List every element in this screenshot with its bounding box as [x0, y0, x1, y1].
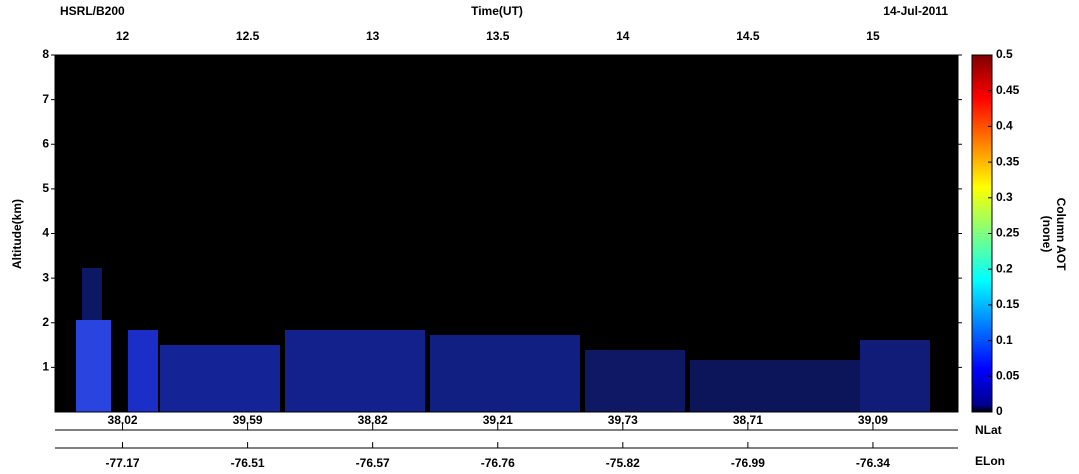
elon-value: -76.99: [731, 456, 765, 470]
x-tick-label: 15: [866, 29, 880, 43]
aerosol-layer: [82, 268, 102, 320]
nlat-value: 39.21: [483, 413, 513, 427]
x-tick-label: 13.5: [486, 29, 510, 43]
aerosol-layer: [128, 330, 158, 412]
colorbar-unit: (none): [1040, 216, 1054, 253]
nlat-value: 39.73: [608, 413, 638, 427]
y-tick-label: 6: [42, 136, 49, 150]
elon-label: ELon: [975, 454, 1005, 468]
y-tick-label: 8: [42, 47, 49, 61]
colorbar-tick-label: 0.15: [996, 297, 1020, 311]
aerosol-layer: [860, 340, 930, 412]
y-axis-label: Altitude(km): [10, 199, 24, 269]
y-tick-label: 5: [42, 181, 49, 195]
colorbar-tick-label: 0.35: [996, 154, 1020, 168]
colorbar-tick-label: 0: [996, 404, 1003, 418]
y-tick-label: 2: [42, 315, 49, 329]
nlat-value: 38.71: [733, 413, 763, 427]
elon-value: -76.76: [481, 456, 515, 470]
chart-title: HSRL/B200: [60, 4, 125, 18]
y-tick-label: 4: [42, 226, 49, 240]
colorbar-tick-label: 0.1: [996, 333, 1013, 347]
aerosol-curtain: [76, 268, 930, 412]
elon-value: -76.51: [231, 456, 265, 470]
colorbar-tick-label: 0.4: [996, 119, 1013, 133]
x-axis-label: Time(UT): [471, 4, 523, 18]
aerosol-layer: [160, 345, 280, 412]
aerosol-layer: [430, 335, 580, 412]
aerosol-layer: [76, 320, 111, 412]
colorbar-tick-label: 0.3: [996, 190, 1013, 204]
elon-value: -76.34: [856, 456, 890, 470]
colorbar-tick-label: 0.45: [996, 83, 1020, 97]
nlat-value: 39.59: [233, 413, 263, 427]
nlat-label: NLat: [975, 423, 1002, 437]
y-tick-label: 3: [42, 270, 49, 284]
nlat-value: 39.09: [858, 413, 888, 427]
plot-frame: [54, 54, 959, 413]
x-tick-label: 12: [116, 29, 130, 43]
elon-value: -75.82: [606, 456, 640, 470]
colorbar-tick-label: 0.5: [996, 47, 1013, 61]
y-tick-label: 7: [42, 92, 49, 106]
aerosol-layer: [585, 350, 685, 412]
nlat-value: 38.82: [358, 413, 388, 427]
x-tick-label: 12.5: [236, 29, 260, 43]
date-label: 14-Jul-2011: [883, 4, 948, 18]
colorbar-tick-label: 0.05: [996, 368, 1020, 382]
x-tick-label: 14.5: [736, 29, 760, 43]
colorbar-tick-label: 0.2: [996, 261, 1013, 275]
colorbar-tick-label: 0.25: [996, 226, 1020, 240]
elon-value: -77.17: [106, 456, 140, 470]
x-tick-label: 13: [366, 29, 380, 43]
elon-value: -76.57: [356, 456, 390, 470]
x-tick-label: 14: [616, 29, 630, 43]
nlat-value: 38.02: [108, 413, 138, 427]
y-tick-label: 1: [42, 360, 49, 374]
colorbar-label: Column AOT: [1054, 198, 1068, 272]
aerosol-layer: [285, 330, 425, 412]
aerosol-layer: [690, 360, 860, 412]
